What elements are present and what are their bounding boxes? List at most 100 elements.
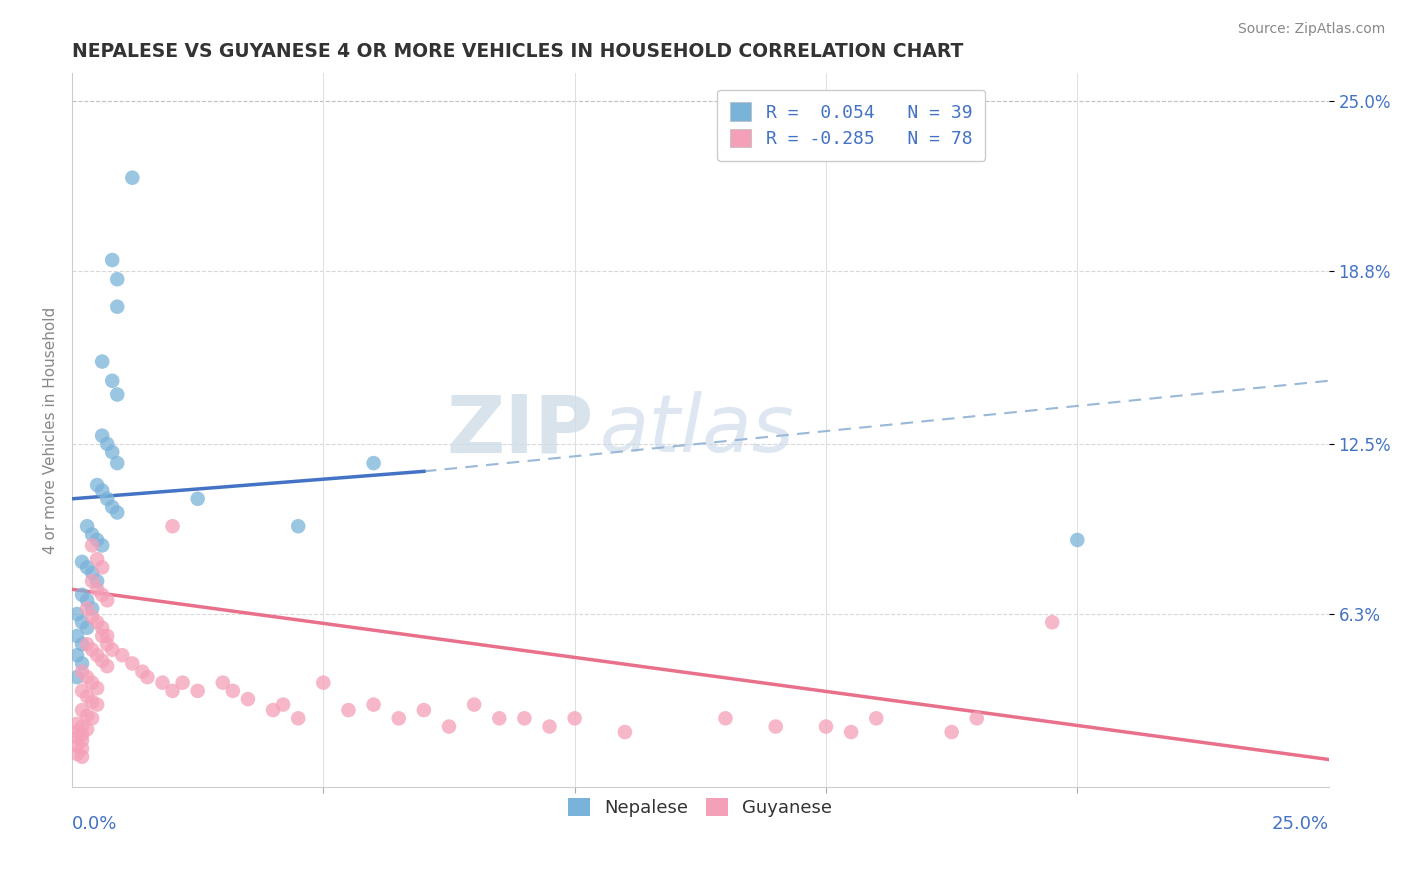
Point [105,387,128,401]
Y-axis label: 4 or more Vehicles in Household: 4 or more Vehicles in Household [44,307,58,554]
Point [613,725,636,739]
Point [66,725,89,739]
Text: atlas: atlas [600,392,794,469]
Point [82,566,104,580]
Point [91,354,114,368]
Text: Source: ZipAtlas.com: Source: ZipAtlas.com [1237,22,1385,37]
Point [82,601,104,615]
Point [488,711,510,725]
Point [714,711,737,725]
Point [363,698,385,712]
Point [101,374,124,388]
Point [105,272,128,286]
Point [91,629,114,643]
Point [131,665,153,679]
Point [111,648,134,663]
Point [211,675,233,690]
Point [86,574,108,588]
Point [86,681,108,695]
Point [162,684,184,698]
Point [101,642,124,657]
Point [82,642,104,657]
Point [76,637,98,651]
Point [101,253,124,268]
Point [96,659,118,673]
Point [121,170,143,185]
Point [76,723,98,737]
Point [187,684,209,698]
Point [105,456,128,470]
Point [101,445,124,459]
Point [70,733,93,747]
Point [76,593,98,607]
Point [91,428,114,442]
Point [538,720,561,734]
Point [66,716,89,731]
Point [337,703,360,717]
Point [70,684,93,698]
Point [70,728,93,742]
Point [96,629,118,643]
Point [86,615,108,630]
Point [70,588,93,602]
Point [814,720,837,734]
Point [76,621,98,635]
Point [66,747,89,761]
Point [82,711,104,725]
Point [271,698,294,712]
Point [66,670,89,684]
Point [70,720,93,734]
Text: 0.0%: 0.0% [72,815,117,833]
Point [941,725,963,739]
Point [96,491,118,506]
Point [96,437,118,451]
Point [91,621,114,635]
Point [463,698,485,712]
Point [66,739,89,753]
Point [96,637,118,651]
Point [765,720,787,734]
Point [66,607,89,621]
Point [513,711,536,725]
Point [70,555,93,569]
Text: NEPALESE VS GUYANESE 4 OR MORE VEHICLES IN HOUSEHOLD CORRELATION CHART: NEPALESE VS GUYANESE 4 OR MORE VEHICLES … [72,42,963,61]
Point [70,741,93,756]
Point [76,601,98,615]
Point [105,300,128,314]
Point [312,675,335,690]
Text: 25.0%: 25.0% [1271,815,1329,833]
Point [76,690,98,704]
Point [76,708,98,723]
Point [86,552,108,566]
Point [82,574,104,588]
Point [66,731,89,745]
Point [1066,533,1088,547]
Point [287,711,309,725]
Point [86,648,108,663]
Point [76,519,98,533]
Point [91,483,114,498]
Text: ZIP: ZIP [446,392,593,469]
Point [1040,615,1063,630]
Point [262,703,284,717]
Point [105,506,128,520]
Point [437,720,460,734]
Point [121,657,143,671]
Point [66,629,89,643]
Point [564,711,586,725]
Point [91,560,114,574]
Point [82,527,104,541]
Point [70,665,93,679]
Point [91,588,114,602]
Point [388,711,411,725]
Point [70,615,93,630]
Point [82,675,104,690]
Point [152,675,174,690]
Point [412,703,434,717]
Point [101,500,124,514]
Point [287,519,309,533]
Point [96,593,118,607]
Point [86,582,108,597]
Point [82,609,104,624]
Point [66,648,89,663]
